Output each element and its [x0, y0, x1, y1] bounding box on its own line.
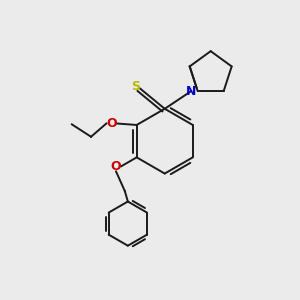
Text: O: O [106, 117, 117, 130]
Text: O: O [111, 160, 122, 173]
Text: N: N [186, 85, 196, 98]
Text: S: S [131, 80, 140, 93]
